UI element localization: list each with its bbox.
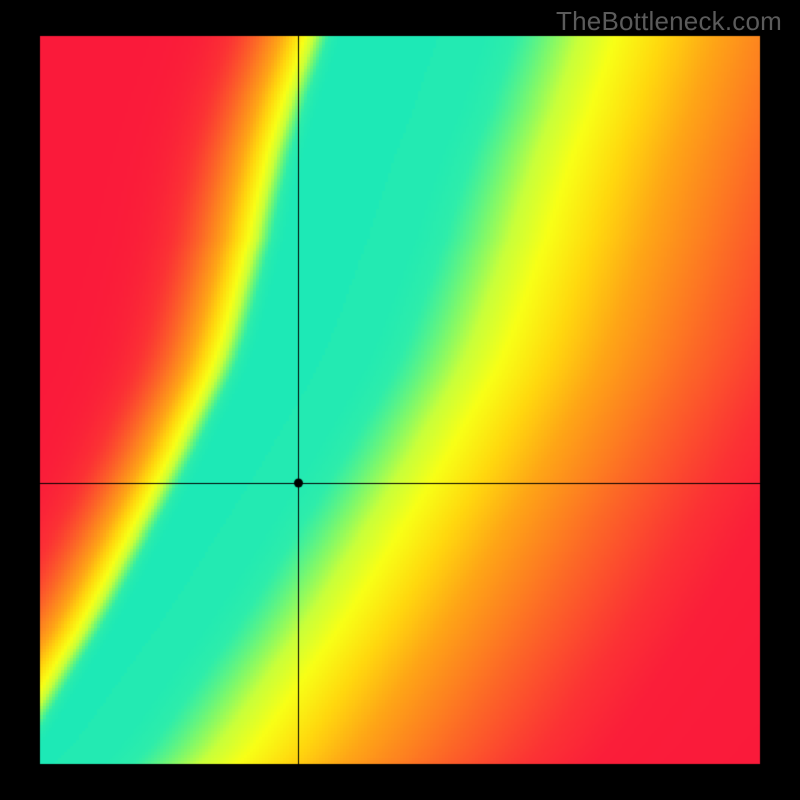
bottleneck-heatmap: [0, 0, 800, 800]
figure-container: TheBottleneck.com: [0, 0, 800, 800]
watermark-text: TheBottleneck.com: [556, 6, 782, 37]
